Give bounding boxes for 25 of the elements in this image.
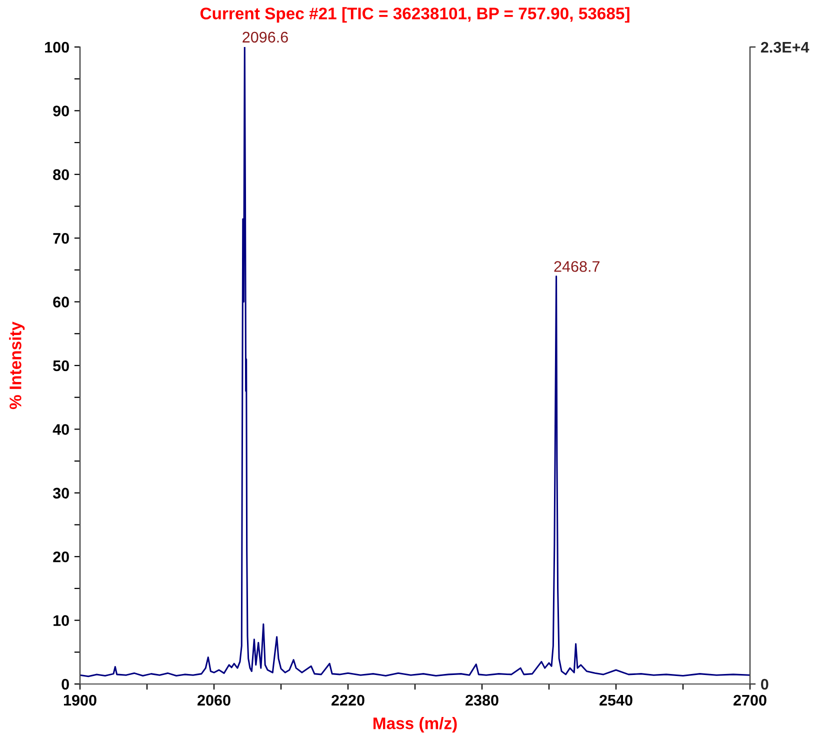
y-tick-label: 10 <box>54 615 69 626</box>
x-axis-title: Mass (m/z) <box>374 716 457 733</box>
y-tick-label: 40 <box>52 424 69 435</box>
line-series <box>80 47 750 678</box>
y-tick-label: 70 <box>53 232 69 244</box>
y-tick-label: 60 <box>53 296 69 308</box>
annotation: 2096.6 <box>242 32 288 43</box>
y-tick-label: 50 <box>53 360 69 372</box>
y-axis-title: % Intensity <box>9 322 25 410</box>
y-tick-label: 30 <box>52 488 69 499</box>
y-tick-label: 0 <box>62 678 69 690</box>
y-tick-label: 90 <box>53 106 69 116</box>
y-tick-label: 100 <box>45 42 69 53</box>
y-tick-label: 20 <box>53 551 69 562</box>
x-tick-label: 2380 <box>466 694 498 706</box>
y-tick-label: 80 <box>53 169 69 180</box>
x-tick-label: 2220 <box>332 694 364 706</box>
x-tick-label: 2060 <box>198 694 230 706</box>
x-tick-label: 2540 <box>600 694 632 706</box>
chart-title: Current Spec #21 [TIC = 36238101, BP = 757.90, 53685] <box>200 7 630 23</box>
x-tick-label: 2700 <box>734 694 766 706</box>
x-tick-label: 1900 <box>64 694 96 706</box>
y2-tick-label: 0 <box>761 678 768 690</box>
annotation: 2468.7 <box>554 261 600 272</box>
y2-tick-label: 2.3E+4 <box>760 42 810 53</box>
